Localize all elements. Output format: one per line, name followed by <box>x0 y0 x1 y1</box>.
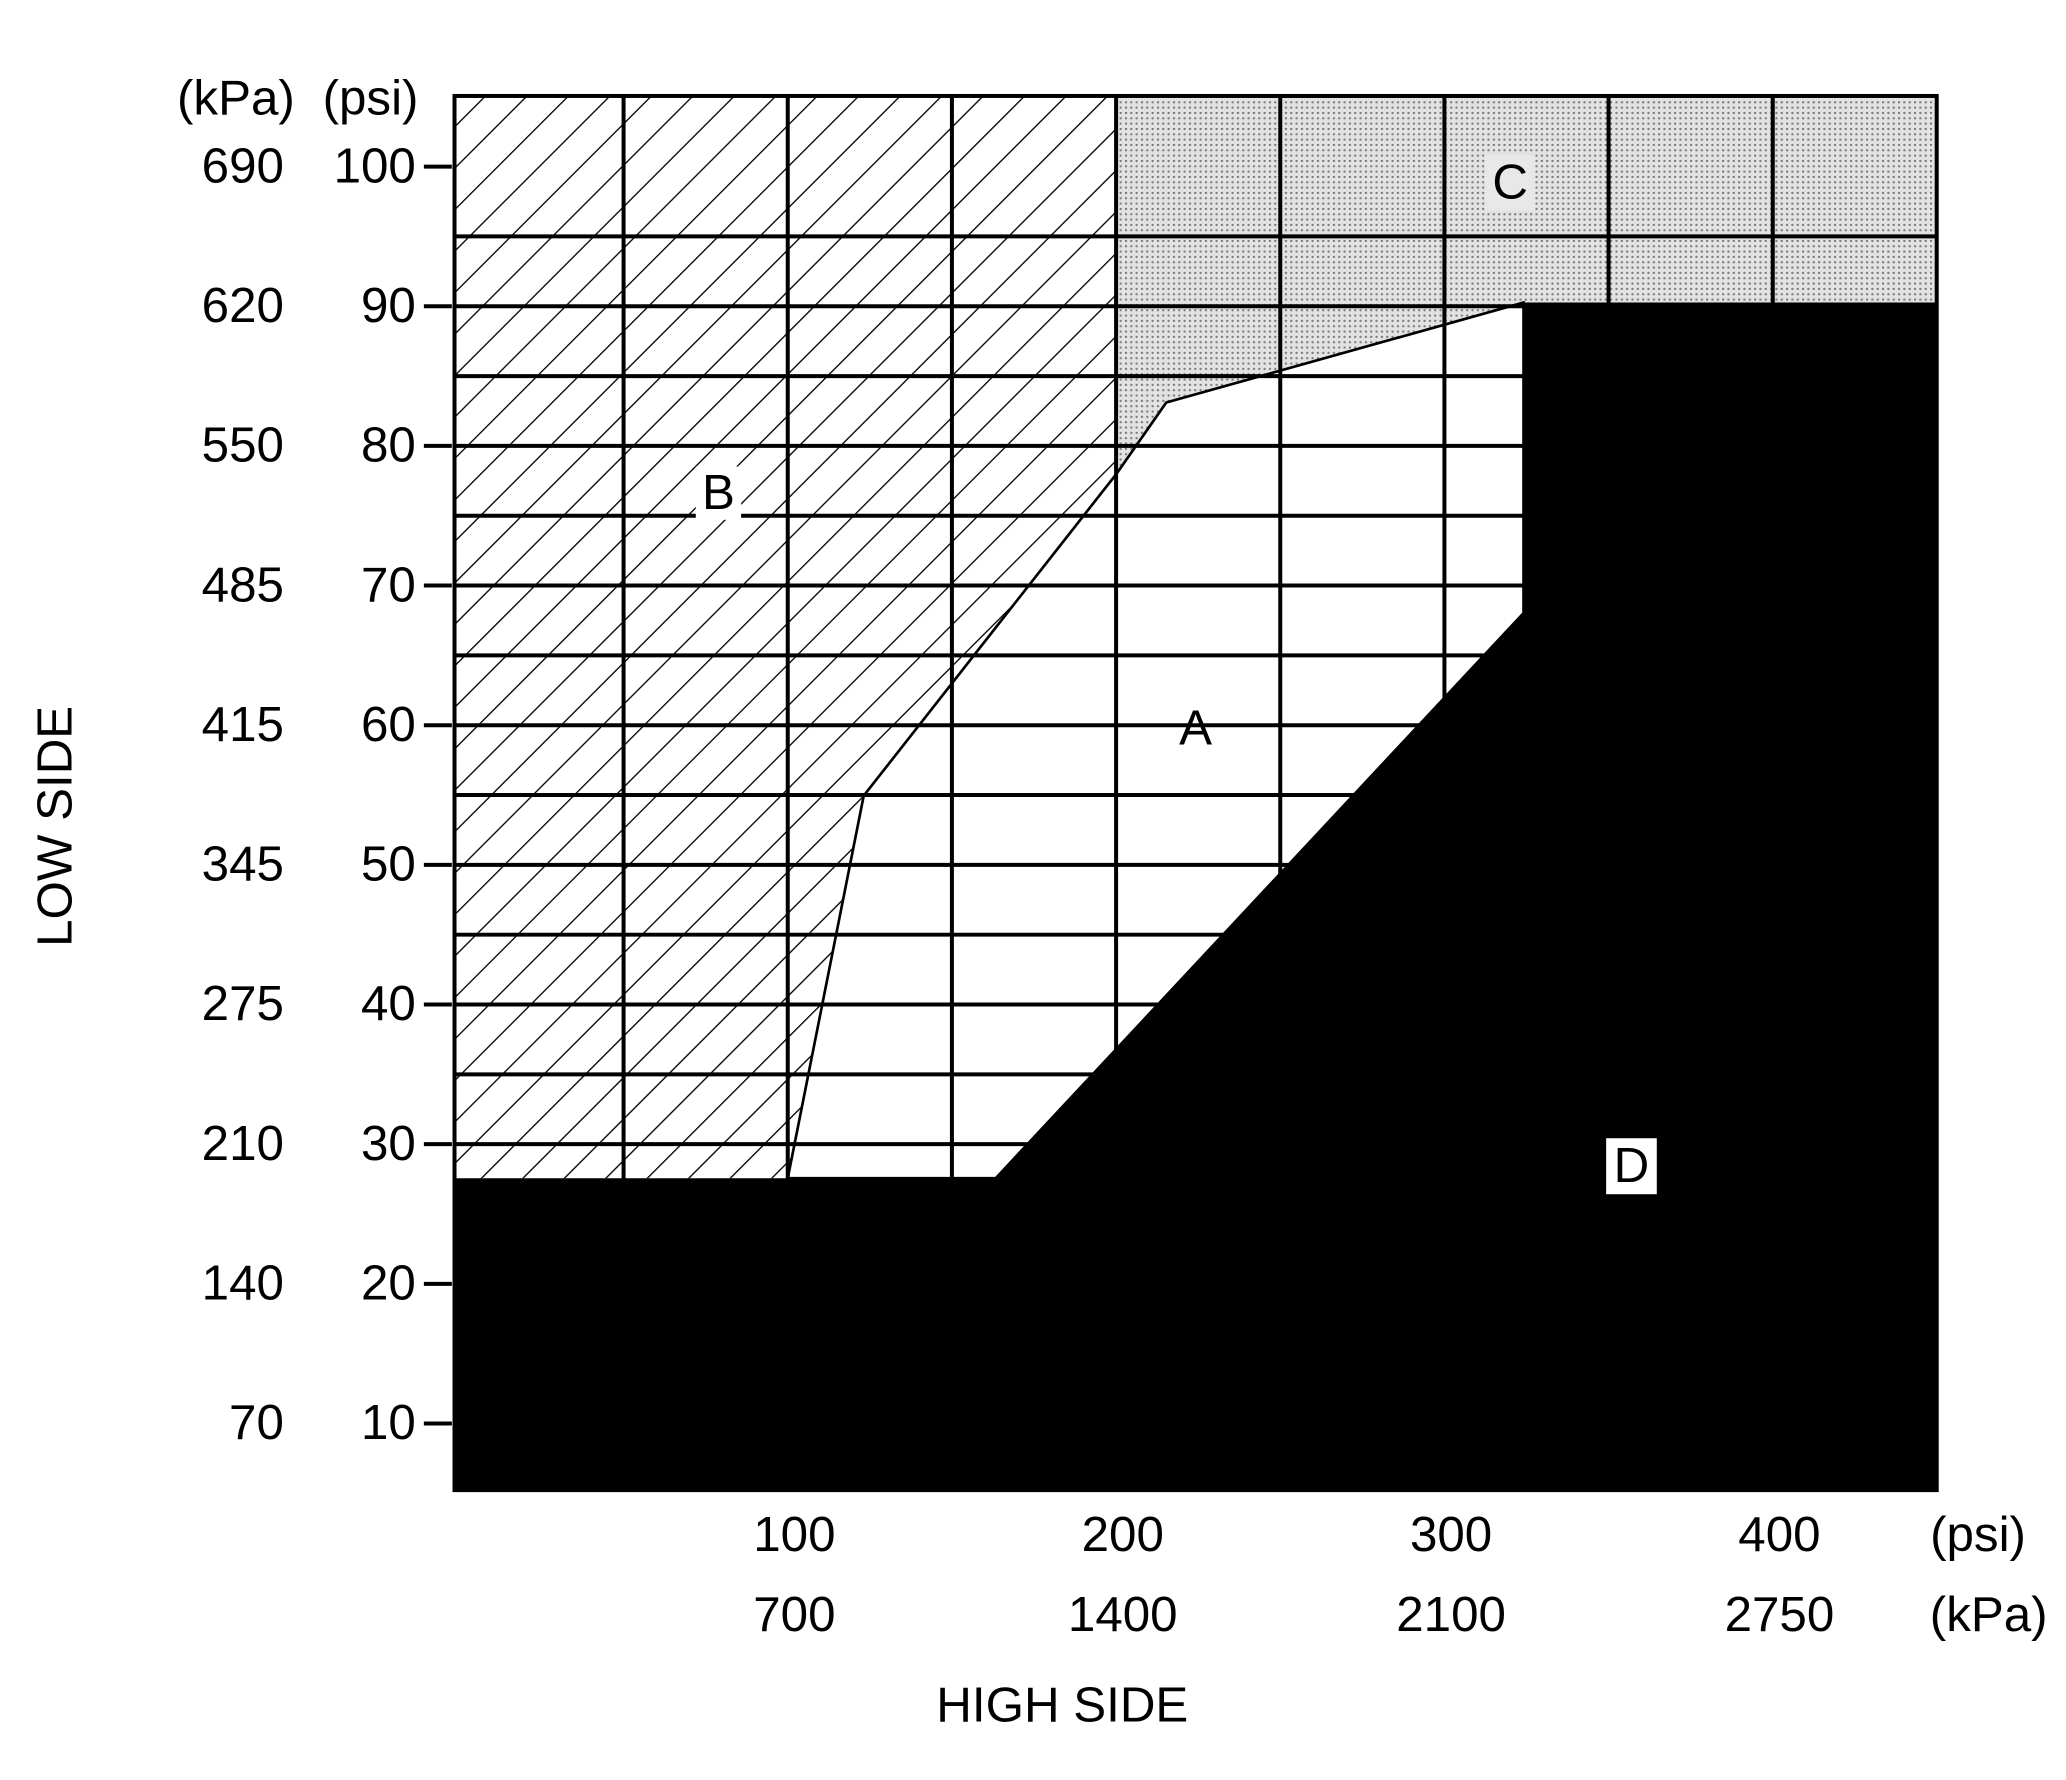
y-tick-kpa: 345 <box>202 837 284 892</box>
x-tick-kpa: 700 <box>753 1587 835 1642</box>
x-tick-kpa: 2100 <box>1396 1587 1506 1642</box>
y-tick-psi: 80 <box>361 418 416 473</box>
y-tick-kpa: 140 <box>202 1256 284 1311</box>
y-axis-title: LOW SIDE <box>28 706 83 947</box>
x-tick-psi: 300 <box>1410 1507 1492 1562</box>
y-tick-kpa: 485 <box>202 557 284 612</box>
plot-frame <box>452 93 1939 1493</box>
y-tick-psi: 10 <box>361 1395 416 1450</box>
x-unit-kpa: (kPa) <box>1930 1587 2048 1642</box>
x-unit-psi: (psi) <box>1930 1507 2026 1562</box>
label-d-bg <box>1606 1138 1657 1195</box>
y-unit-kpa: (kPa) <box>177 70 295 125</box>
y-tick-psi: 50 <box>361 837 416 892</box>
y-tick-psi: 90 <box>361 278 416 333</box>
label-c-bg <box>1484 154 1536 211</box>
x-tick-psi: 200 <box>1082 1507 1164 1562</box>
x-tick-kpa: 1400 <box>1068 1587 1178 1642</box>
x-tick-psi: 400 <box>1738 1507 1820 1562</box>
y-tick-psi: 100 <box>334 138 416 193</box>
y-unit-psi: (psi) <box>323 70 419 125</box>
region-b-label: B <box>702 465 735 520</box>
region-c-label: C <box>1492 154 1528 209</box>
y-tick-psi: 60 <box>361 697 416 752</box>
y-tick-kpa: 690 <box>202 138 284 193</box>
region-a-outline <box>786 300 1525 1180</box>
region-d-label: D <box>1614 1138 1650 1193</box>
y-tick-kpa: 275 <box>202 976 284 1031</box>
y-tick-kpa: 70 <box>229 1395 284 1450</box>
y-tick-kpa: 415 <box>202 697 284 752</box>
y-tick-psi: 30 <box>361 1116 416 1171</box>
label-b-bg <box>695 466 742 520</box>
y-tick-kpa: 620 <box>202 278 284 333</box>
x-tick-psi: 100 <box>753 1507 835 1562</box>
y-tick-kpa: 550 <box>202 418 284 473</box>
y-tick-psi: 40 <box>361 976 416 1031</box>
y-tick-psi: 20 <box>361 1256 416 1311</box>
region-a-label: A <box>1179 701 1212 756</box>
x-tick-kpa: 2750 <box>1725 1587 1835 1642</box>
y-tick-psi: 70 <box>361 557 416 612</box>
x-axis-title: HIGH SIDE <box>936 1678 1188 1733</box>
region-d <box>454 302 1937 1491</box>
y-tick-kpa: 210 <box>202 1116 284 1171</box>
region-c <box>1116 95 1937 474</box>
